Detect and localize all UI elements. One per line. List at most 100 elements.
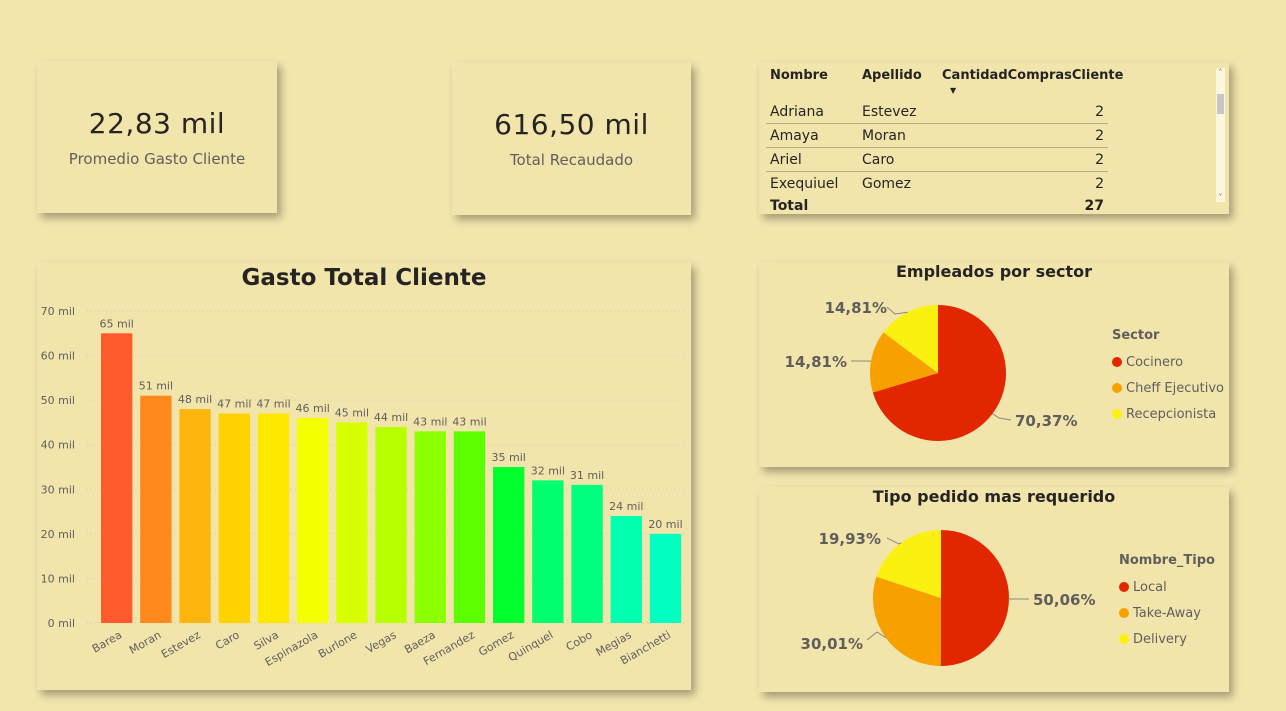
- legend-item[interactable]: Cheff Ejecutivo: [1112, 375, 1224, 401]
- bar: [336, 422, 368, 623]
- cell-nombre: Exequiuel: [770, 175, 839, 192]
- y-tick-label: 0 mil: [48, 617, 75, 630]
- column-header-apellido[interactable]: Apellido: [862, 68, 922, 83]
- empleados-por-sector-chart[interactable]: Empleados por sector 70,37% 14,81% 14,81% …: [759, 262, 1229, 467]
- slice-label: 14,81%: [785, 353, 847, 371]
- y-tick-label: 60 mil: [41, 350, 75, 363]
- cell-apellido: Caro: [862, 151, 895, 168]
- cell-nombre: Ariel: [770, 151, 802, 168]
- kpi-value: 22,83 mil: [88, 106, 226, 140]
- slice-label: 14,81%: [825, 299, 887, 317]
- pie-chart-svg: 70,37% 14,81% 14,81%: [785, 299, 1077, 441]
- x-tick-label: Estevez: [159, 628, 203, 661]
- bar: [257, 413, 290, 623]
- leader-line: [886, 306, 908, 315]
- data-label: 47 mil: [217, 398, 251, 411]
- data-label: 44 mil: [374, 411, 408, 424]
- clientes-table[interactable]: Nombre Apellido CantidadComprasCliente ▼…: [759, 62, 1229, 214]
- pie-slice: [873, 576, 941, 666]
- cell-nombre: Adriana: [770, 103, 824, 120]
- slice-label: 19,93%: [819, 530, 881, 548]
- data-label: 32 mil: [531, 464, 565, 477]
- bar: [375, 426, 407, 623]
- bar: [414, 431, 446, 623]
- legend: Nombre_Tipo Local Take-Away Delivery: [1119, 553, 1215, 652]
- y-tick-label: 10 mil: [41, 572, 75, 585]
- legend-item[interactable]: Cocinero: [1112, 349, 1224, 375]
- cell-nombre: Amaya: [770, 127, 819, 144]
- data-label: 45 mil: [335, 406, 369, 419]
- chart-title: Empleados por sector: [895, 262, 1093, 281]
- table-row[interactable]: Ariel Caro 2: [766, 148, 1108, 172]
- x-tick-label: Cobo: [564, 628, 595, 653]
- kpi-card-promedio-gasto[interactable]: 22,83 mil Promedio Gasto Cliente: [37, 61, 277, 213]
- bar: [218, 413, 250, 623]
- pie-slice: [883, 305, 938, 373]
- bar: [493, 467, 525, 623]
- y-tick-label: 20 mil: [41, 528, 75, 541]
- table-scrollbar[interactable]: ˄ ˅: [1216, 68, 1225, 202]
- scroll-up-icon[interactable]: ˄: [1218, 68, 1223, 77]
- bar: [532, 480, 564, 623]
- column-header-cantidad-compras[interactable]: CantidadComprasCliente: [942, 68, 1124, 83]
- slice-label: 70,37%: [1015, 412, 1077, 430]
- cell-cantidad: 2: [1095, 151, 1104, 168]
- table-row[interactable]: Amaya Moran 2: [766, 124, 1108, 148]
- gasto-total-cliente-chart[interactable]: Gasto Total Cliente 0 mil 10 mil 20 mil 30 …: [37, 262, 691, 690]
- legend-label: Local: [1133, 579, 1167, 595]
- bar: [101, 333, 133, 623]
- legend-item[interactable]: Recepcionista: [1112, 401, 1224, 427]
- table-header-row: Nombre Apellido CantidadComprasCliente ▼: [766, 68, 1124, 100]
- data-label: 20 mil: [648, 518, 682, 531]
- cell-cantidad: 2: [1095, 103, 1104, 120]
- x-tick-label: Vegas: [364, 628, 399, 656]
- kpi-value: 616,50 mil: [494, 108, 649, 141]
- pie-slice: [872, 305, 1006, 441]
- legend-title: Sector: [1112, 328, 1160, 343]
- data-label: 24 mil: [609, 500, 643, 513]
- chart-title: Tipo pedido mas requerido: [872, 487, 1116, 506]
- legend-item[interactable]: Delivery: [1119, 626, 1215, 652]
- table-total-row: Total 27: [766, 195, 1108, 217]
- legend-label: Cheff Ejecutivo: [1126, 380, 1224, 396]
- sort-descending-icon[interactable]: ▼: [950, 86, 957, 95]
- x-tick-label: Caro: [213, 628, 242, 652]
- legend-item[interactable]: Local: [1119, 574, 1215, 600]
- cell-apellido: Estevez: [862, 103, 917, 120]
- bar: [610, 516, 642, 623]
- legend-dot: [1112, 383, 1122, 393]
- data-label: 51 mil: [139, 380, 173, 393]
- kpi-label: Promedio Gasto Cliente: [68, 149, 246, 168]
- table-row[interactable]: Exequiuel Gomez 2: [766, 172, 1108, 195]
- scroll-down-icon[interactable]: ˅: [1218, 193, 1223, 202]
- pie-slice: [876, 530, 941, 598]
- legend-item[interactable]: Take-Away: [1119, 600, 1215, 626]
- x-tick-label: Quinquel: [506, 628, 555, 664]
- kpi-card-total-recaudado[interactable]: 616,50 mil Total Recaudado: [452, 62, 691, 215]
- data-label: 35 mil: [492, 451, 526, 464]
- table-row[interactable]: Adriana Estevez 2: [766, 100, 1108, 124]
- chart-title: Gasto Total Cliente: [241, 265, 487, 291]
- leader-line: [886, 537, 902, 545]
- leader-line: [1008, 598, 1029, 600]
- legend-dot: [1112, 409, 1122, 419]
- pie-chart-svg: 50,06% 30,01% 19,93%: [801, 530, 1095, 666]
- column-header-nombre[interactable]: Nombre: [770, 68, 828, 83]
- data-label: 31 mil: [570, 469, 604, 482]
- slice-label: 50,06%: [1033, 591, 1095, 609]
- x-tick-label: Burlone: [316, 628, 360, 661]
- data-label: 43 mil: [413, 415, 447, 428]
- y-tick-label: 50 mil: [41, 394, 75, 407]
- x-tick-label: Barea: [90, 628, 124, 655]
- legend-dot: [1119, 608, 1129, 618]
- legend: Sector Cocinero Cheff Ejecutivo Recepcio…: [1112, 328, 1224, 427]
- cell-cantidad: 2: [1095, 175, 1104, 192]
- legend-dot: [1119, 634, 1129, 644]
- cell-cantidad: 2: [1095, 127, 1104, 144]
- legend-dot: [1119, 582, 1129, 592]
- scroll-thumb[interactable]: [1217, 94, 1224, 114]
- bar: [297, 417, 329, 623]
- legend-title: Nombre_Tipo: [1119, 553, 1215, 568]
- tipo-pedido-chart[interactable]: Tipo pedido mas requerido 50,06% 30,01% 19…: [759, 487, 1229, 692]
- cell-apellido: Moran: [862, 127, 906, 144]
